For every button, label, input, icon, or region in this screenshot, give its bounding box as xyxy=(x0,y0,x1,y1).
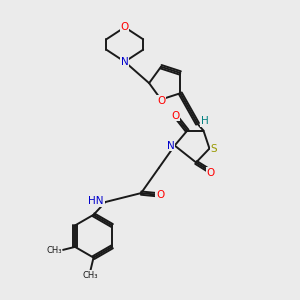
Text: O: O xyxy=(156,190,164,200)
Text: N: N xyxy=(121,57,129,67)
Text: O: O xyxy=(121,22,129,32)
Text: CH₃: CH₃ xyxy=(83,271,98,280)
Text: O: O xyxy=(157,96,165,106)
Text: O: O xyxy=(207,168,215,178)
Text: O: O xyxy=(171,111,179,121)
Text: N: N xyxy=(167,140,174,151)
Text: HN: HN xyxy=(88,196,104,206)
Text: CH₃: CH₃ xyxy=(46,246,62,255)
Text: H: H xyxy=(201,116,209,127)
Text: S: S xyxy=(210,143,217,154)
